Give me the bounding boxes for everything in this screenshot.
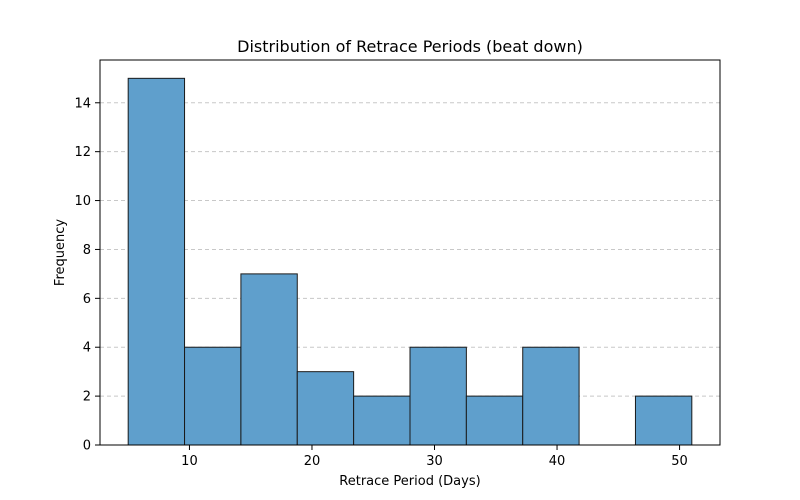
histogram-bar (465, 395, 524, 446)
y-tick-label: 2 (83, 390, 91, 405)
y-axis-label: Frequency (53, 219, 68, 286)
histogram-bar (296, 371, 355, 446)
x-axis-ticks: 10 20 30 40 50 (181, 445, 688, 469)
x-tick-label: 10 (181, 454, 198, 469)
x-axis-label: Retrace Period (Days) (339, 474, 480, 489)
chart-title: Distribution of Retrace Periods (beat do… (237, 37, 583, 56)
y-tick-label: 6 (83, 292, 91, 307)
histogram-bar (240, 273, 298, 446)
y-tick-label: 8 (83, 243, 91, 258)
histogram-bar (353, 395, 411, 446)
y-axis-ticks: 0 2 4 6 8 10 12 14 (74, 96, 100, 454)
y-tick-label: 10 (74, 194, 91, 209)
y-tick-label: 4 (83, 341, 91, 356)
x-tick-label: 50 (671, 454, 688, 469)
x-tick-label: 20 (304, 454, 321, 469)
x-tick-label: 40 (549, 454, 566, 469)
histogram-bar (634, 395, 693, 446)
histogram-bar (184, 346, 242, 446)
y-tick-label: 0 (83, 439, 91, 454)
histogram-bars (127, 77, 693, 446)
y-tick-label: 14 (74, 96, 91, 111)
histogram-bar (522, 346, 580, 446)
histogram-bar (127, 77, 186, 446)
histogram-bar (409, 346, 467, 446)
plot-frame (99, 59, 721, 446)
y-tick-label: 12 (74, 145, 91, 160)
x-tick-label: 30 (426, 454, 443, 469)
